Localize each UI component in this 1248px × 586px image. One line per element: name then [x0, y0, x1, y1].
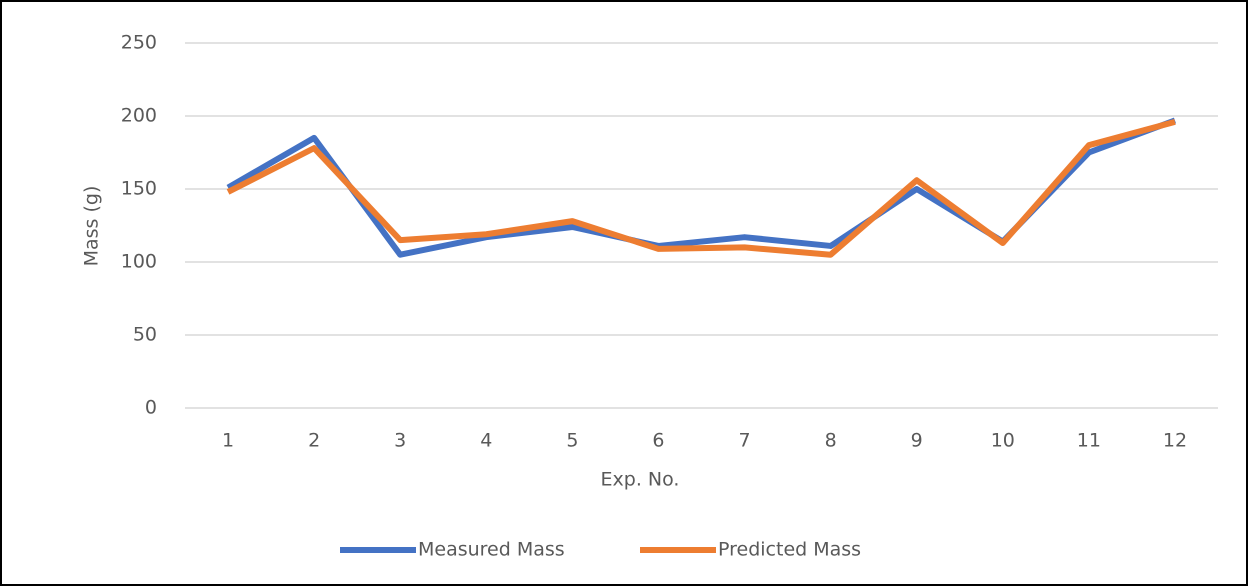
- x-tick-label: 10: [991, 430, 1015, 452]
- data-line: [226, 118, 1176, 258]
- x-tick-label: 2: [308, 430, 320, 452]
- x-tick-label: 12: [1163, 430, 1187, 452]
- y-tick-label: 100: [121, 251, 157, 273]
- x-tick-label: 3: [394, 430, 406, 452]
- x-axis-label: Exp. No.: [601, 469, 680, 491]
- y-tick-label: 50: [133, 324, 157, 346]
- x-tick-label: 5: [566, 430, 578, 452]
- y-tick-label: 0: [145, 397, 157, 419]
- x-tick-label: 7: [738, 430, 750, 452]
- y-tick-label: 250: [121, 32, 157, 54]
- x-tick-label: 1: [222, 430, 234, 452]
- y-axis-label: Mass (g): [81, 186, 103, 267]
- x-tick-label: 4: [480, 430, 492, 452]
- legend-label: Measured Mass: [418, 539, 565, 561]
- y-tick-label: 200: [121, 105, 157, 127]
- y-tick-label: 150: [121, 178, 157, 200]
- x-tick-label: 6: [652, 430, 664, 452]
- x-tick-label: 8: [825, 430, 837, 452]
- legend-label: Predicted Mass: [718, 539, 861, 561]
- x-tick-label: 11: [1077, 430, 1101, 452]
- x-tick-label: 9: [911, 430, 923, 452]
